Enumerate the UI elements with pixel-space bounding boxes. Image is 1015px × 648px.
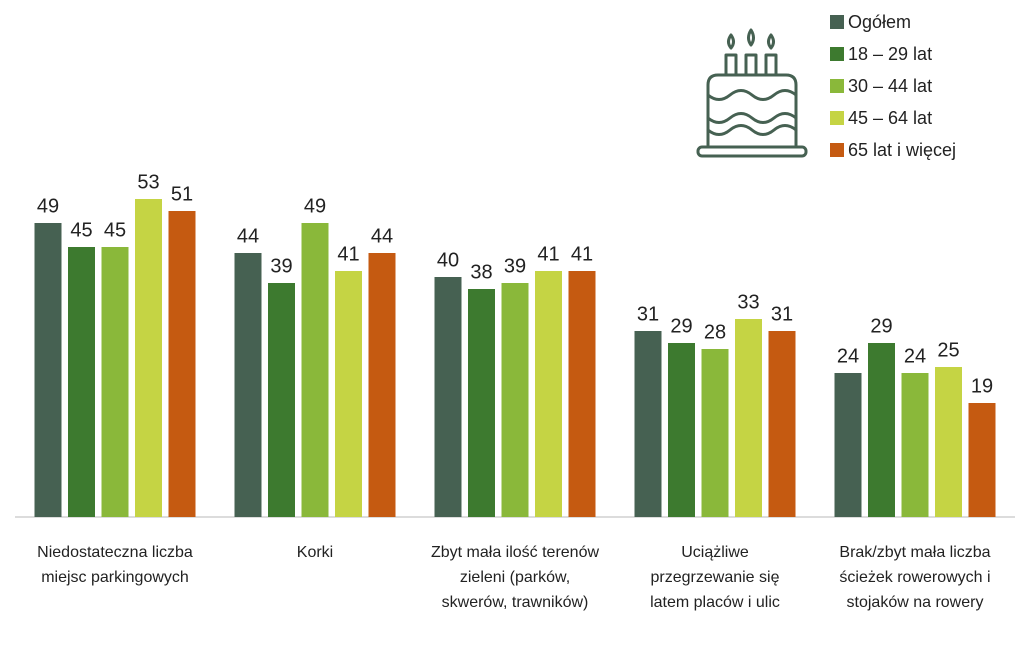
value-label: 40 — [437, 249, 459, 271]
bar — [535, 271, 562, 517]
value-label: 39 — [504, 255, 526, 277]
value-label: 31 — [771, 303, 793, 325]
value-label: 45 — [104, 219, 126, 241]
bar — [568, 271, 596, 517]
bar — [335, 271, 362, 517]
bar — [268, 283, 295, 517]
legend-label: 45 – 64 lat — [848, 108, 932, 128]
value-label: 33 — [737, 291, 759, 313]
bar — [868, 343, 895, 517]
bar — [968, 403, 996, 517]
value-label: 31 — [637, 303, 659, 325]
bar — [135, 199, 162, 517]
value-label: 49 — [37, 195, 59, 217]
bar — [434, 277, 462, 517]
bar — [668, 343, 695, 517]
bar — [768, 331, 796, 517]
value-label: 38 — [470, 261, 492, 283]
legend-label: Ogółem — [848, 12, 911, 32]
bar — [468, 289, 495, 517]
value-label: 41 — [337, 243, 359, 265]
bar — [735, 319, 762, 517]
value-label: 53 — [137, 171, 159, 193]
bar — [935, 367, 962, 517]
value-label: 39 — [270, 255, 292, 277]
value-label: 44 — [237, 225, 259, 247]
value-label: 44 — [371, 225, 393, 247]
bar — [34, 223, 62, 517]
x-tick-label: Brak/zbyt mała liczba ścieżek rowerowych… — [839, 544, 991, 611]
legend-swatch — [830, 15, 844, 29]
bar — [501, 283, 529, 517]
value-label: 49 — [304, 195, 326, 217]
value-label: 28 — [704, 321, 726, 343]
bar — [834, 373, 862, 517]
bar — [68, 247, 95, 517]
bar — [368, 253, 396, 517]
legend-label: 18 – 29 lat — [848, 44, 932, 64]
bar — [168, 211, 196, 517]
value-label: 41 — [571, 243, 593, 265]
value-label: 29 — [870, 315, 892, 337]
x-tick-label: Niedostateczna liczba miejsc parkingowyc… — [37, 544, 193, 586]
value-label: 24 — [837, 345, 859, 367]
legend-label: 30 – 44 lat — [848, 76, 932, 96]
value-label: 29 — [670, 315, 692, 337]
legend-swatch — [830, 143, 844, 157]
value-label: 51 — [171, 183, 193, 205]
value-label: 41 — [537, 243, 559, 265]
value-label: 24 — [904, 345, 926, 367]
value-label: 19 — [971, 375, 993, 397]
value-label: 45 — [70, 219, 92, 241]
legend-label: 65 lat i więcej — [848, 140, 956, 160]
x-tick-label: Korki — [296, 544, 334, 561]
bar — [101, 247, 129, 517]
bar — [701, 349, 729, 517]
x-tick-label: Zbyt mała ilość terenów zieleni (parków,… — [430, 544, 600, 611]
legend-swatch — [830, 79, 844, 93]
cake-icon — [696, 28, 808, 158]
legend-swatch — [830, 47, 844, 61]
x-tick-label: Uciążliwe przegrzewanie się latem placów… — [650, 544, 780, 611]
value-label: 25 — [937, 339, 959, 361]
bar — [901, 373, 929, 517]
legend-swatch — [830, 111, 844, 125]
bar — [301, 223, 329, 517]
bar — [634, 331, 662, 517]
bar — [234, 253, 262, 517]
